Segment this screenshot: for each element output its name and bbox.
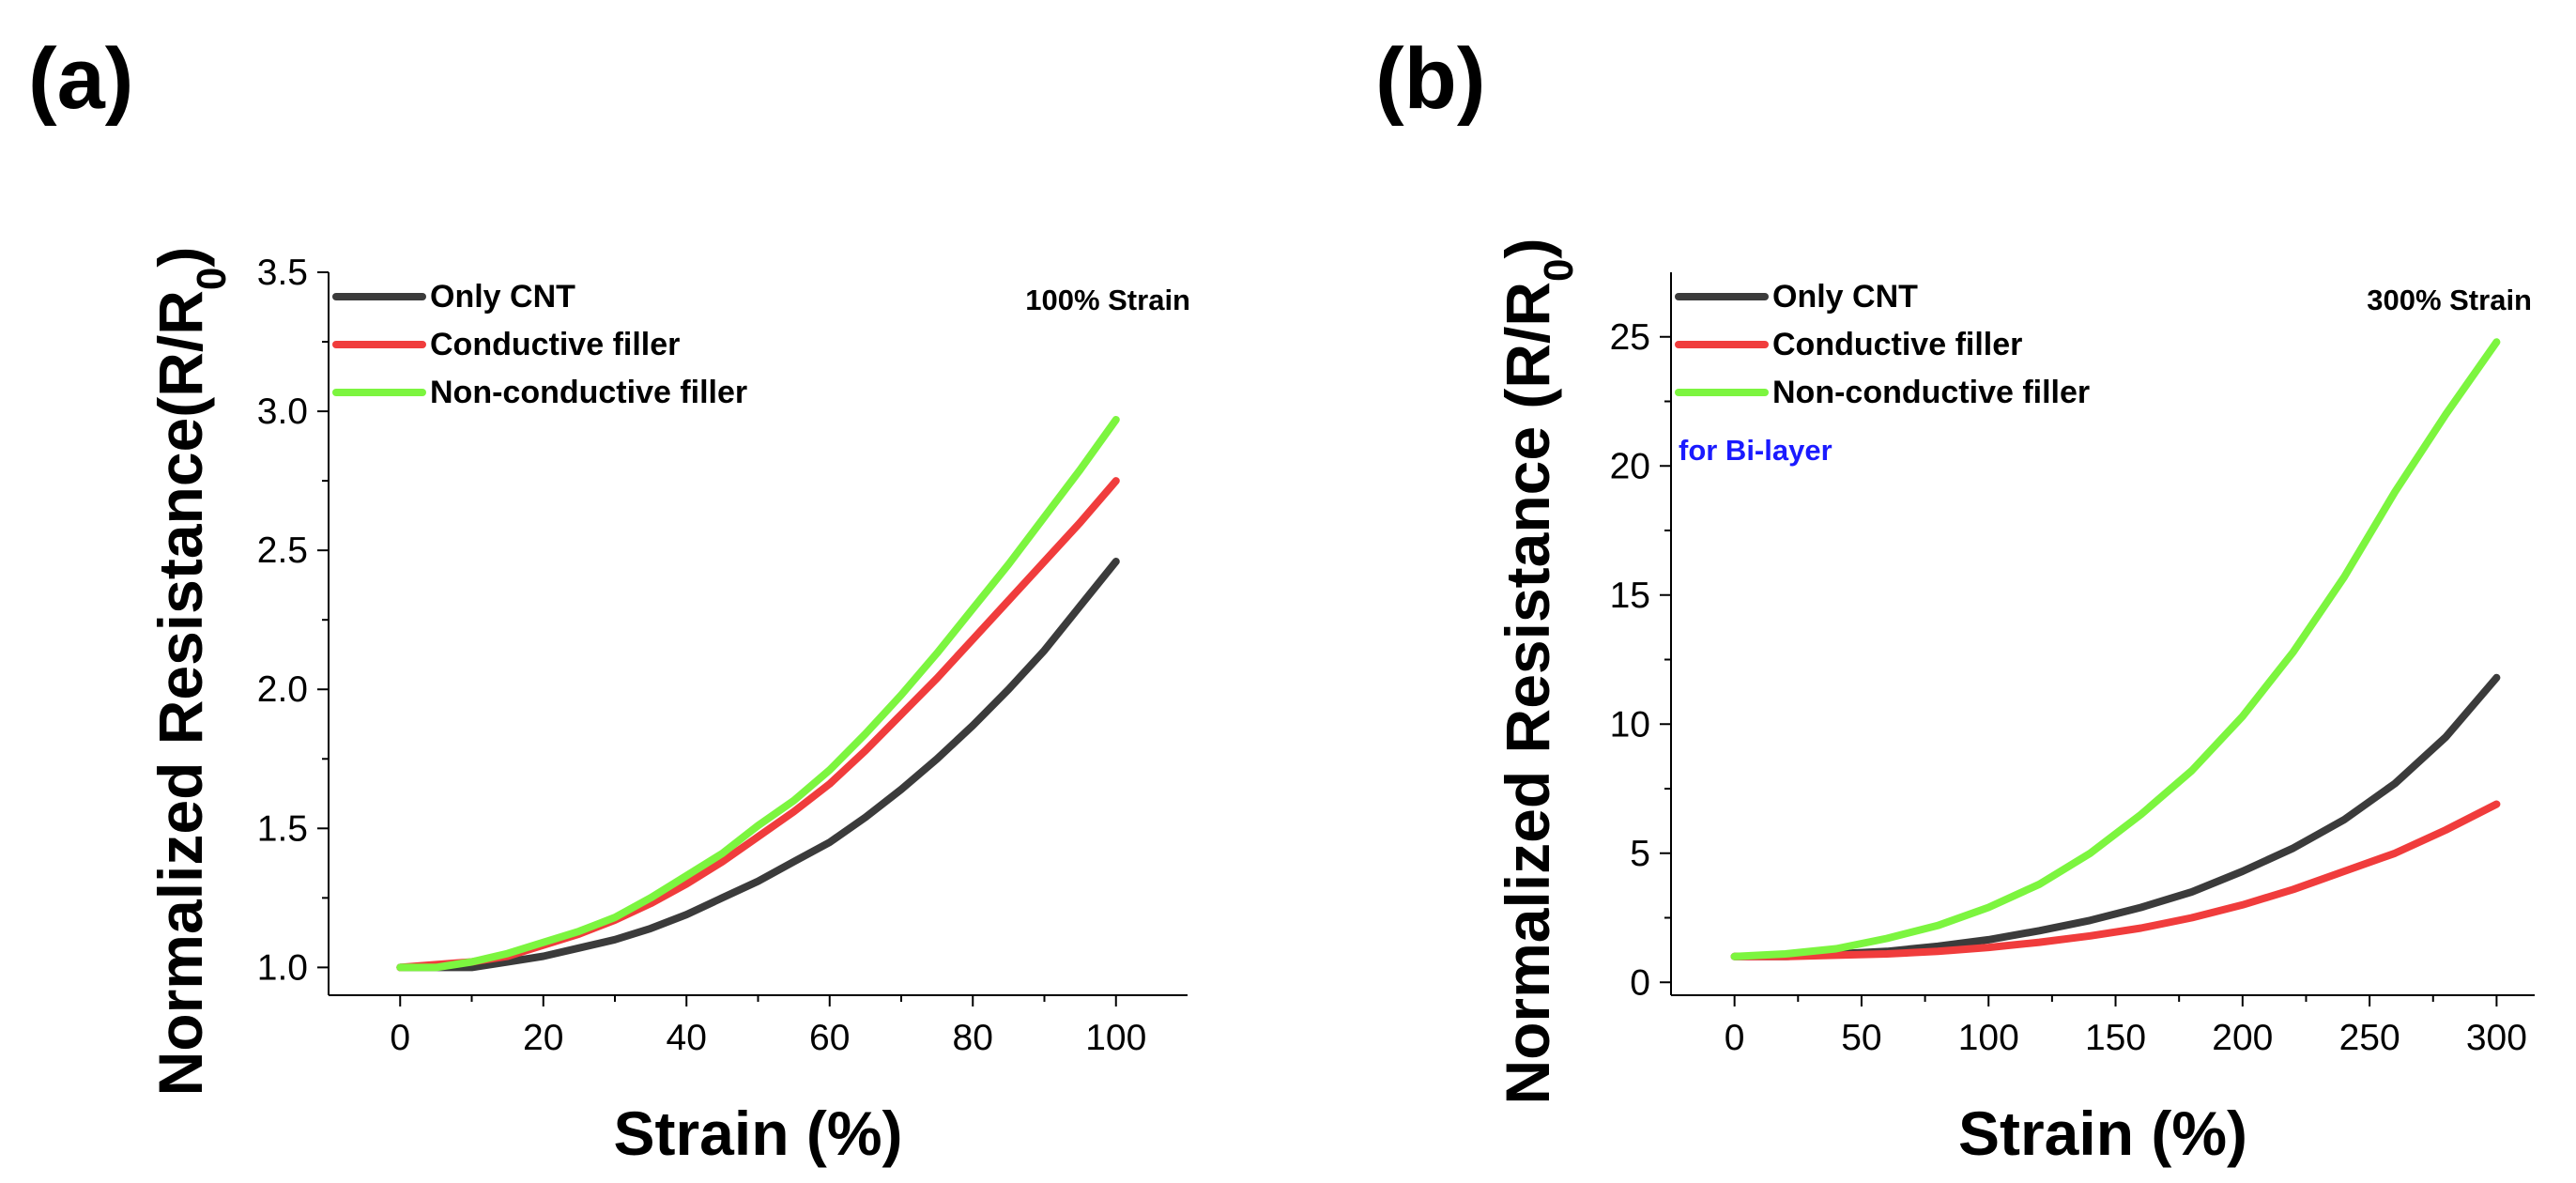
x-tick-label-b: 100: [1958, 1018, 2019, 1058]
plot-area-b: 0 50 100 150 200 250 300 0 5 10 15 20 25 Strain (%) No…: [1493, 238, 2535, 1168]
series-line-b-0: [1730, 673, 2501, 960]
x-tick-label-a: 20: [523, 1018, 563, 1058]
x-axis-title-b: Strain (%): [1958, 1098, 2247, 1168]
panel-b: (b) 0 50 100 150 200 250 300 0 5 10 15 20 25 Strain (…: [1375, 31, 2535, 1168]
panel-a: (a) 0 20 40 60 80 100 1.0 1.5 2.0 2.5 3.0 3.5 Strain…: [28, 31, 1190, 1168]
panel-label-a: (a): [28, 31, 133, 127]
x-tick-label-a: 80: [953, 1018, 993, 1058]
y-axis-title-suffix-b: ): [1493, 238, 1562, 258]
series-line-a-1: [396, 477, 1120, 972]
legend-label-b-1: Conductive filler: [1772, 327, 2022, 362]
y-tick-label-a: 1.0: [257, 947, 308, 988]
legend-label-b-2: Non-conductive filler: [1772, 375, 2090, 410]
x-tick-label-a: 60: [809, 1018, 850, 1058]
legend-label-a-0: Only CNT: [430, 279, 575, 315]
y-tick-label-b: 10: [1610, 704, 1650, 745]
series-line-b-2: [1730, 338, 2501, 960]
y-tick-label-b: 15: [1610, 576, 1650, 616]
x-tick-label-b: 50: [1841, 1018, 1881, 1058]
x-axis-title-a: Strain (%): [613, 1098, 902, 1168]
legend-label-b-0: Only CNT: [1772, 279, 1918, 315]
y-tick-label-a: 2.5: [257, 530, 308, 571]
series-line-a-2: [396, 416, 1120, 972]
y-axis-title-subscript-a: 0: [189, 268, 235, 290]
legend-label-a-1: Conductive filler: [430, 327, 680, 362]
x-tick-label-a: 40: [667, 1018, 707, 1058]
strain-annotation-b: 300% Strain: [2367, 284, 2532, 316]
y-tick-label-a: 3.0: [257, 392, 308, 432]
y-axis-title-main-a: Normalized Resistance(R/R: [146, 290, 215, 1096]
series-line-a-0: [396, 558, 1120, 972]
x-tick-label-b: 0: [1725, 1018, 1745, 1058]
x-tick-label-b: 200: [2212, 1018, 2273, 1058]
strain-annotation-a: 100% Strain: [1025, 284, 1190, 316]
y-axis-title-b: Normalized Resistance (R/R0): [1493, 238, 1582, 1104]
x-tick-label-a: 0: [390, 1018, 410, 1058]
y-tick-label-a: 1.5: [257, 808, 308, 849]
x-tick-label-b: 150: [2085, 1018, 2146, 1058]
y-tick-label-b: 25: [1610, 317, 1650, 358]
y-axis-title-a: Normalized Resistance(R/R0): [146, 247, 235, 1097]
x-tick-label-b: 300: [2466, 1018, 2527, 1058]
y-tick-label-a: 3.5: [257, 253, 308, 293]
y-tick-label-a: 2.0: [257, 669, 308, 710]
y-tick-label-b: 20: [1610, 446, 1650, 486]
legend-label-a-2: Non-conductive filler: [430, 375, 747, 410]
y-tick-label-b: 0: [1630, 962, 1650, 1003]
bilayer-note-b: for Bi-layer: [1679, 434, 1832, 467]
y-axis-title-main-b: Normalized Resistance (R/R: [1493, 282, 1562, 1105]
x-tick-label-b: 250: [2339, 1018, 2400, 1058]
y-axis-title-subscript-b: 0: [1536, 258, 1582, 281]
panel-label-b: (b): [1375, 31, 1485, 127]
series-line-b-1: [1730, 800, 2501, 960]
y-tick-label-b: 5: [1630, 834, 1650, 874]
y-axis-title-suffix-a: ): [146, 247, 215, 268]
plot-area-a: 0 20 40 60 80 100 1.0 1.5 2.0 2.5 3.0 3.5 Strain (%)…: [146, 247, 1190, 1168]
x-tick-label-a: 100: [1085, 1018, 1146, 1058]
